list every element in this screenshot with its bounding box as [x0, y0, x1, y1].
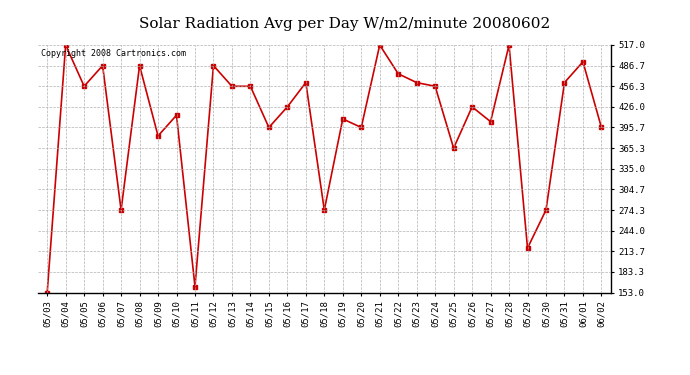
- Text: Copyright 2008 Cartronics.com: Copyright 2008 Cartronics.com: [41, 49, 186, 58]
- Text: Solar Radiation Avg per Day W/m2/minute 20080602: Solar Radiation Avg per Day W/m2/minute …: [139, 17, 551, 31]
